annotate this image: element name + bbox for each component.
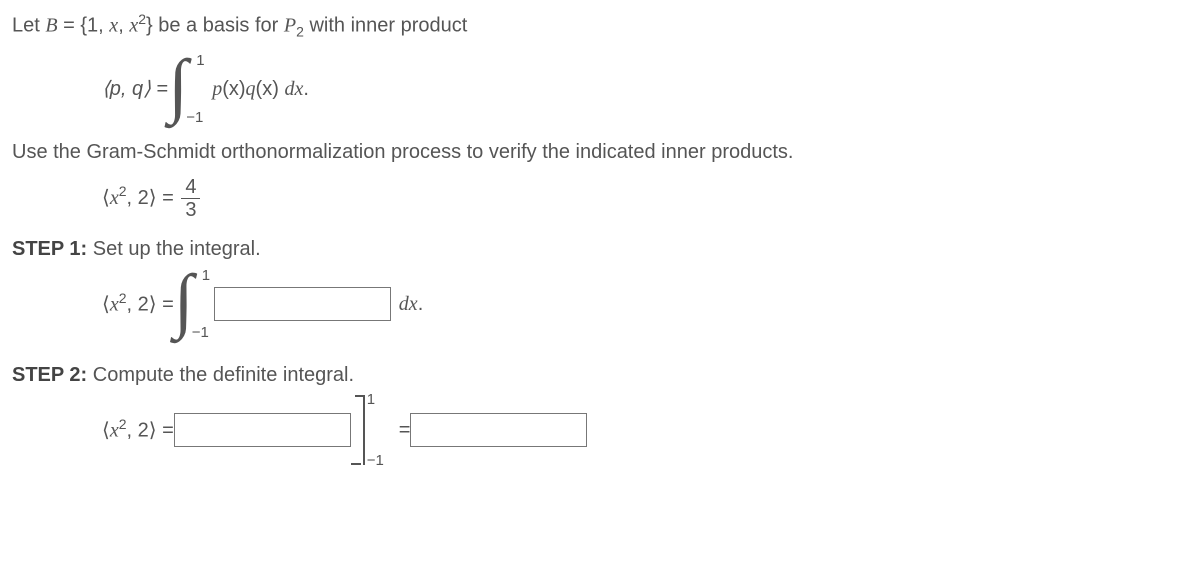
x2-base: x	[110, 294, 119, 316]
dx: dx	[399, 293, 418, 315]
frac-num: 4	[181, 176, 200, 199]
frac-den: 3	[181, 199, 200, 221]
eval-bracket: 1 −1	[353, 395, 371, 465]
step1-integrand-input[interactable]	[214, 287, 391, 321]
var-x2-exp: 2	[138, 11, 146, 27]
bra: ⟨	[102, 294, 110, 316]
text: ,	[118, 15, 129, 37]
bra: ⟨	[102, 420, 110, 442]
ket: , 2⟩	[127, 187, 157, 209]
text: with inner product	[304, 15, 467, 37]
x2-base: x	[110, 420, 119, 442]
x2-base: x	[110, 187, 119, 209]
int-lower: −1	[186, 107, 203, 128]
step1-text: Set up the integral.	[87, 238, 260, 260]
var-x: x	[109, 15, 118, 37]
text: } be a basis for	[146, 15, 284, 37]
x2-exp: 2	[119, 416, 127, 432]
p: p	[212, 78, 222, 100]
qx: (x)	[256, 78, 285, 100]
ket: , 2⟩	[127, 294, 157, 316]
dot: .	[418, 293, 424, 315]
int-upper: 1	[196, 50, 204, 71]
q: q	[246, 78, 256, 100]
inner-product-definition: ⟨p, q⟩ = ∫ 1 −1 p(x)q(x) dx.	[102, 54, 1190, 124]
text: = {1,	[58, 15, 110, 37]
target-equation: ⟨x2, 2⟩ = 43	[102, 176, 1190, 221]
var-P: P	[284, 15, 296, 37]
eq: =	[157, 294, 174, 316]
intro-line: Let B = {1, x, x2} be a basis for P2 wit…	[12, 10, 1190, 42]
eq2: =	[399, 416, 411, 444]
int-lower: −1	[192, 322, 209, 343]
bra: ⟨	[102, 187, 110, 209]
bracket-lower: −1	[367, 450, 384, 471]
step1-equation: ⟨x2, 2⟩ = ∫ 1 −1 dx.	[102, 269, 1190, 339]
step2-result-input[interactable]	[410, 413, 587, 447]
x2-exp: 2	[119, 290, 127, 306]
ip-lhs: ⟨p, q⟩	[102, 78, 151, 100]
px: (x)	[222, 78, 245, 100]
step1-heading: STEP 1: Set up the integral.	[12, 235, 1190, 263]
integral-symbol: ∫ 1 −1	[168, 54, 202, 124]
ket: , 2⟩	[127, 420, 157, 442]
bracket-upper: 1	[367, 389, 375, 410]
var-x2-base: x	[129, 15, 138, 37]
step1-label: STEP 1:	[12, 238, 87, 260]
step2-text: Compute the definite integral.	[87, 364, 354, 386]
eq: =	[151, 78, 168, 100]
step2-antiderivative-input[interactable]	[174, 413, 351, 447]
step2-heading: STEP 2: Compute the definite integral.	[12, 361, 1190, 389]
step2-equation: ⟨x2, 2⟩ = 1 −1 =	[102, 395, 1190, 465]
x2-exp: 2	[119, 183, 127, 199]
int-upper: 1	[202, 265, 210, 286]
fraction: 43	[181, 176, 200, 221]
var-B: B	[45, 15, 57, 37]
var-P-sub: 2	[296, 24, 304, 40]
eq: =	[157, 187, 180, 209]
text: Let	[12, 15, 45, 37]
integral-symbol: ∫ 1 −1	[174, 269, 208, 339]
eq1: =	[157, 420, 174, 442]
instruction-line: Use the Gram-Schmidt orthonormalization …	[12, 138, 1190, 166]
dot: .	[303, 78, 309, 100]
dx: dx	[284, 78, 303, 100]
step2-label: STEP 2:	[12, 364, 87, 386]
